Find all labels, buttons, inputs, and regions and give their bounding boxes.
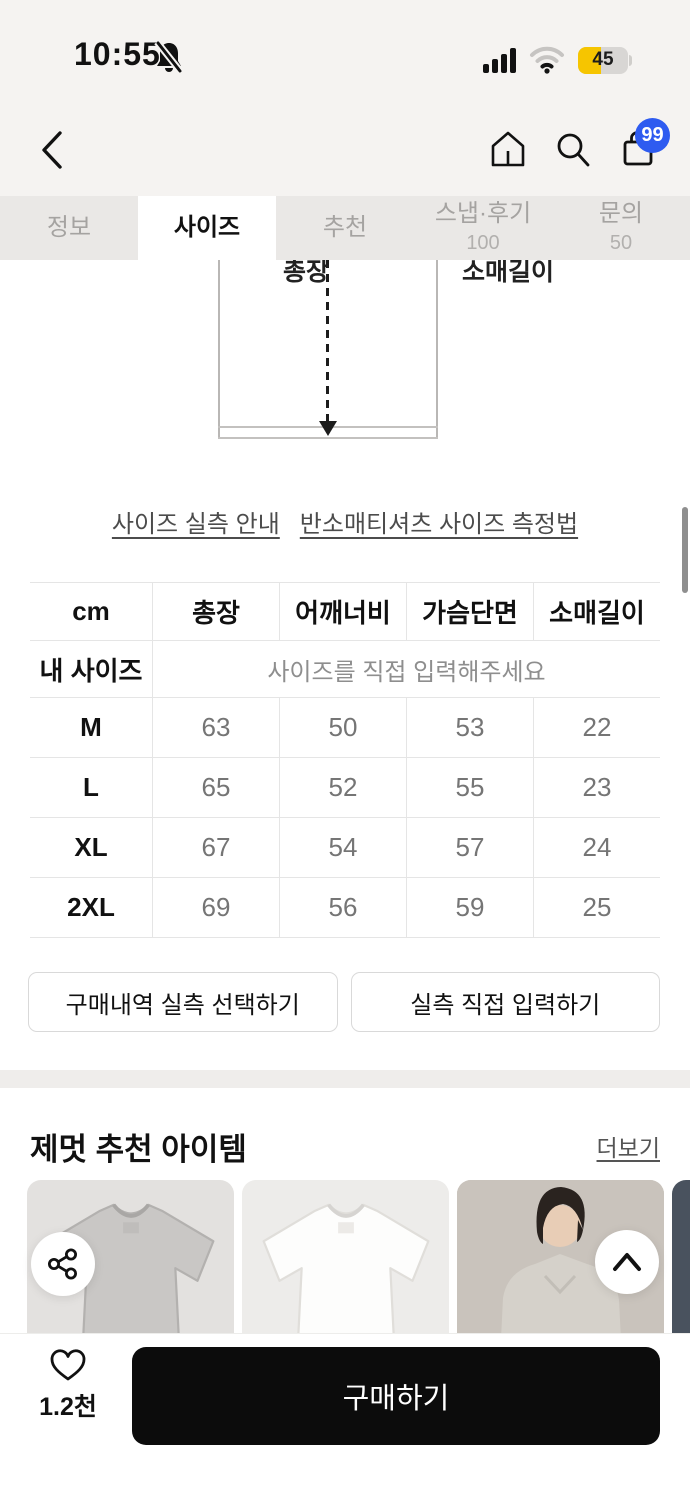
like-button[interactable]: 1.2천	[30, 1348, 106, 1423]
length-arrowhead	[319, 421, 337, 436]
white-tshirt-image	[262, 1203, 430, 1333]
measure-actions: 구매내역 실측 선택하기 실측 직접 입력하기	[28, 972, 660, 1032]
status-icons: 45	[483, 42, 632, 78]
size-measure-diagram: 총장 소매길이	[0, 260, 690, 480]
size-howto-link[interactable]: 반소매티셔츠 사이즈 측정법	[299, 511, 579, 538]
buy-button[interactable]: 구매하기	[132, 1347, 660, 1445]
size-row-xl: XL 67 54 57 24	[30, 818, 660, 878]
shirt-hem-line	[218, 437, 438, 439]
gray-tshirt-image	[47, 1203, 215, 1333]
recommend-section-title: 제멋 추천 아이템	[30, 1131, 247, 1167]
tab-info[interactable]: 정보	[46, 214, 92, 241]
notifications-muted-icon	[153, 39, 185, 81]
scroll-to-top-button[interactable]	[595, 1230, 659, 1294]
size-measure-guide-link[interactable]: 사이즈 실측 안내	[111, 511, 280, 538]
heart-icon	[50, 1349, 86, 1381]
wifi-icon	[530, 46, 564, 74]
signal-strength-icon	[483, 47, 516, 73]
tab-snap-reviews[interactable]: 스냅·후기 100	[434, 199, 532, 254]
my-size-row: 내 사이즈 사이즈를 직접 입력해주세요	[30, 641, 660, 698]
tab-inquiry[interactable]: 문의 50	[598, 199, 644, 254]
size-row-l: L 65 52 55 23	[30, 758, 660, 818]
bottom-purchase-bar: 1.2천 구매하기	[0, 1333, 690, 1500]
share-button[interactable]	[31, 1232, 95, 1296]
size-guide-links: 사이즈 실측 안내 반소매티셔츠 사이즈 측정법	[0, 504, 690, 539]
recommend-carousel	[0, 1180, 690, 1333]
size-table-header-row: cm 총장 어깨너비 가슴단면 소매길이	[30, 583, 660, 641]
top-bar-background	[0, 0, 690, 196]
share-icon	[48, 1248, 77, 1280]
diagram-length-label: 총장	[283, 260, 330, 286]
header-total-length: 총장	[152, 583, 279, 640]
product-tab-bar: 정보 사이즈 추천 스냅·후기 100 문의 50	[0, 196, 690, 260]
size-row-2xl: 2XL 69 56 59 25	[30, 878, 660, 938]
header-chest-width: 가슴단면	[406, 583, 533, 640]
tab-recommend[interactable]: 추천	[322, 214, 368, 241]
section-divider	[0, 1070, 690, 1088]
battery-fill	[578, 46, 601, 74]
diagram-sleeve-label: 소매길이	[462, 260, 555, 286]
battery-icon: 45	[578, 46, 632, 74]
search-button[interactable]	[553, 126, 593, 172]
cart-badge: 99	[635, 118, 670, 153]
my-size-input-hint[interactable]: 사이즈를 직접 입력해주세요	[152, 641, 660, 697]
search-icon	[557, 133, 590, 167]
header-sleeve-length: 소매길이	[533, 583, 660, 640]
like-count: 1.2천	[39, 1393, 97, 1421]
back-button[interactable]	[34, 128, 74, 172]
battery-percent: 45	[592, 49, 614, 70]
size-table: cm 총장 어깨너비 가슴단면 소매길이 내 사이즈 사이즈를 직접 입력해주세…	[30, 582, 660, 938]
shirt-right-outline	[436, 260, 438, 438]
status-time: 10:55	[74, 36, 161, 72]
header-shoulder-width: 어깨너비	[279, 583, 406, 640]
input-measurements-button[interactable]: 실측 직접 입력하기	[350, 972, 660, 1032]
cart-button[interactable]: 99	[618, 118, 670, 172]
chevron-up-icon	[613, 1253, 641, 1271]
header-cm: cm	[72, 596, 110, 626]
select-from-purchase-history-button[interactable]: 구매내역 실측 선택하기	[28, 972, 338, 1032]
nav-bar: 99	[0, 100, 690, 196]
home-icon	[491, 131, 525, 167]
shirt-left-outline	[218, 260, 220, 438]
recommend-more-link[interactable]: 더보기	[596, 1135, 660, 1161]
my-size-label: 내 사이즈	[39, 655, 143, 686]
tab-size[interactable]: 사이즈	[138, 196, 276, 260]
product-card-partial[interactable]	[672, 1180, 690, 1333]
product-card-white-tshirt[interactable]	[242, 1180, 449, 1333]
page-scrollbar[interactable]	[682, 507, 688, 593]
length-arrow-dotted-line	[326, 260, 329, 423]
size-row-m: M 63 50 53 22	[30, 698, 660, 758]
home-button[interactable]	[488, 126, 528, 172]
